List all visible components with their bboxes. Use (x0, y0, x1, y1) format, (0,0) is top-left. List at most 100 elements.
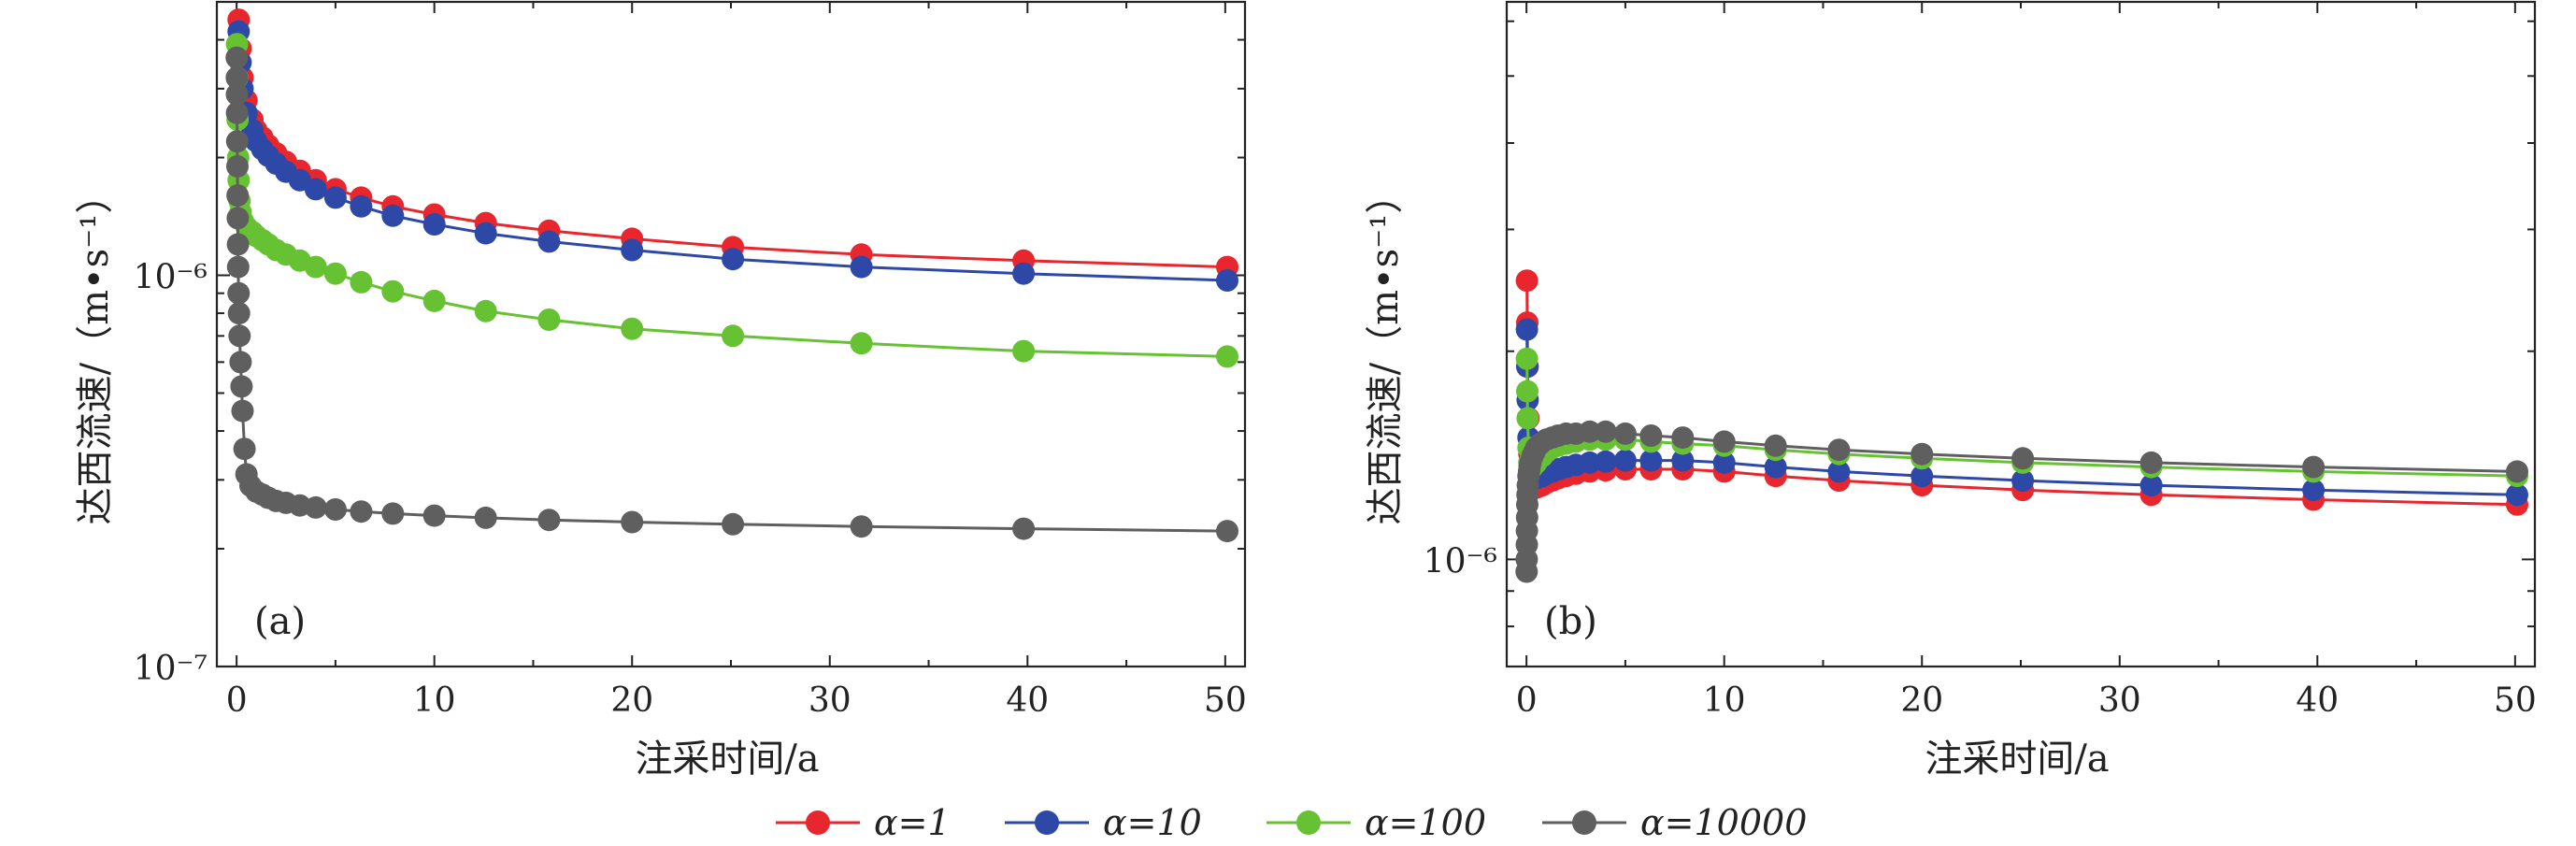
data-point (381, 280, 405, 303)
x-tick-label: 20 (610, 681, 653, 720)
data-point (225, 101, 249, 124)
data-point (1012, 517, 1036, 540)
x-tick-label: 50 (1204, 681, 1247, 720)
data-point (722, 324, 745, 348)
data-point (2302, 455, 2326, 479)
data-point (1911, 442, 1934, 466)
legend-swatch-marker (1296, 810, 1321, 835)
data-point (850, 255, 873, 279)
y-tick-label: 10⁻⁷ (134, 650, 208, 688)
data-point (350, 194, 373, 218)
data-point (1911, 465, 1934, 488)
data-point (225, 66, 249, 90)
data-point (537, 509, 561, 532)
x-tick-label: 0 (226, 681, 248, 720)
legend-item-alpha-10000: α=10000 (1542, 802, 1807, 843)
panel-b-label: (b) (1544, 600, 1597, 643)
data-point (722, 512, 745, 536)
data-point (621, 238, 644, 262)
data-point (1764, 455, 1787, 479)
data-point (323, 498, 347, 521)
data-point (1827, 438, 1851, 462)
data-point (1516, 407, 1539, 430)
x-tick-label: 50 (2494, 681, 2537, 720)
data-point (304, 255, 327, 279)
data-point (225, 46, 249, 69)
data-point (226, 184, 250, 208)
legend: α=1 α=10 α=100 α=10000 (776, 802, 1807, 843)
legend-swatch-marker (1572, 810, 1596, 835)
data-point (226, 154, 249, 178)
y-tick-label: 10⁻⁶ (1424, 542, 1497, 581)
data-point (474, 299, 497, 323)
data-point (1594, 420, 1617, 443)
data-point (537, 230, 561, 253)
x-tick-label: 30 (2098, 681, 2141, 720)
data-point (230, 375, 253, 398)
data-point (2506, 483, 2528, 507)
panel-a-chart: 达西流速/（m•s⁻¹） 注采时间/a (a) 0 10 20 30 40 5010⁻⁶1… (74, 0, 1247, 781)
data-point (850, 332, 873, 355)
data-point (1712, 451, 1736, 474)
data-point (422, 504, 446, 527)
series-line (236, 19, 1228, 269)
panel-b-y-axis-label: 达西流速/（m•s⁻¹） (1364, 177, 1407, 525)
legend-item-alpha-1: α=1 (776, 802, 951, 843)
series-group (225, 8, 1238, 543)
data-point (2011, 447, 2035, 470)
x-tick-label: 10 (1703, 681, 1746, 720)
data-point (1671, 449, 1695, 472)
y-axis-ticks: 10⁻⁶ (1424, 20, 2535, 667)
data-point (1594, 450, 1617, 473)
series-group (1515, 269, 2528, 583)
plot-frame (1505, 0, 2537, 668)
legend-label: α=10 (1103, 802, 1202, 843)
data-point (1515, 318, 1538, 341)
data-point (1712, 430, 1736, 453)
data-point (1012, 262, 1036, 285)
data-point (474, 506, 497, 529)
legend-item-alpha-100: α=100 (1267, 802, 1486, 843)
data-point (2302, 479, 2326, 502)
data-point (422, 213, 446, 236)
data-point (474, 222, 497, 245)
panel-a-y-axis-label: 达西流速/（m•s⁻¹） (74, 177, 117, 525)
data-point (350, 270, 373, 294)
data-point (231, 399, 254, 423)
x-axis-ticks: 0 10 20 30 40 50 (226, 2, 1247, 720)
data-point (1216, 520, 1238, 543)
data-point (1012, 339, 1036, 363)
data-point (621, 317, 644, 340)
data-point (304, 178, 327, 201)
data-point (1613, 449, 1637, 472)
data-point (2506, 460, 2528, 483)
data-point (226, 207, 250, 230)
data-point (233, 437, 256, 461)
data-point (226, 233, 250, 256)
data-point (850, 515, 873, 538)
data-point (350, 500, 373, 523)
data-point (621, 510, 644, 534)
legend-swatch-marker (806, 810, 830, 835)
data-point (1578, 420, 1601, 443)
x-tick-label: 40 (1006, 681, 1049, 720)
data-point (227, 281, 250, 305)
x-tick-label: 0 (1516, 681, 1538, 720)
data-point (1578, 451, 1601, 474)
data-point (228, 324, 251, 348)
data-point (1764, 434, 1787, 457)
data-point (722, 248, 745, 271)
x-tick-label: 20 (1900, 681, 1943, 720)
legend-label: α=100 (1365, 802, 1486, 843)
data-point (537, 308, 561, 331)
panel-a-label: (a) (254, 600, 306, 643)
data-point (1639, 424, 1663, 447)
legend-swatch-marker (1035, 810, 1059, 835)
data-point (2140, 474, 2163, 497)
x-tick-label: 10 (413, 681, 456, 720)
data-point (2140, 451, 2163, 474)
data-point (225, 130, 249, 153)
x-axis-ticks: 0 10 20 30 40 50 (1516, 2, 2537, 720)
x-tick-label: 40 (2296, 681, 2339, 720)
